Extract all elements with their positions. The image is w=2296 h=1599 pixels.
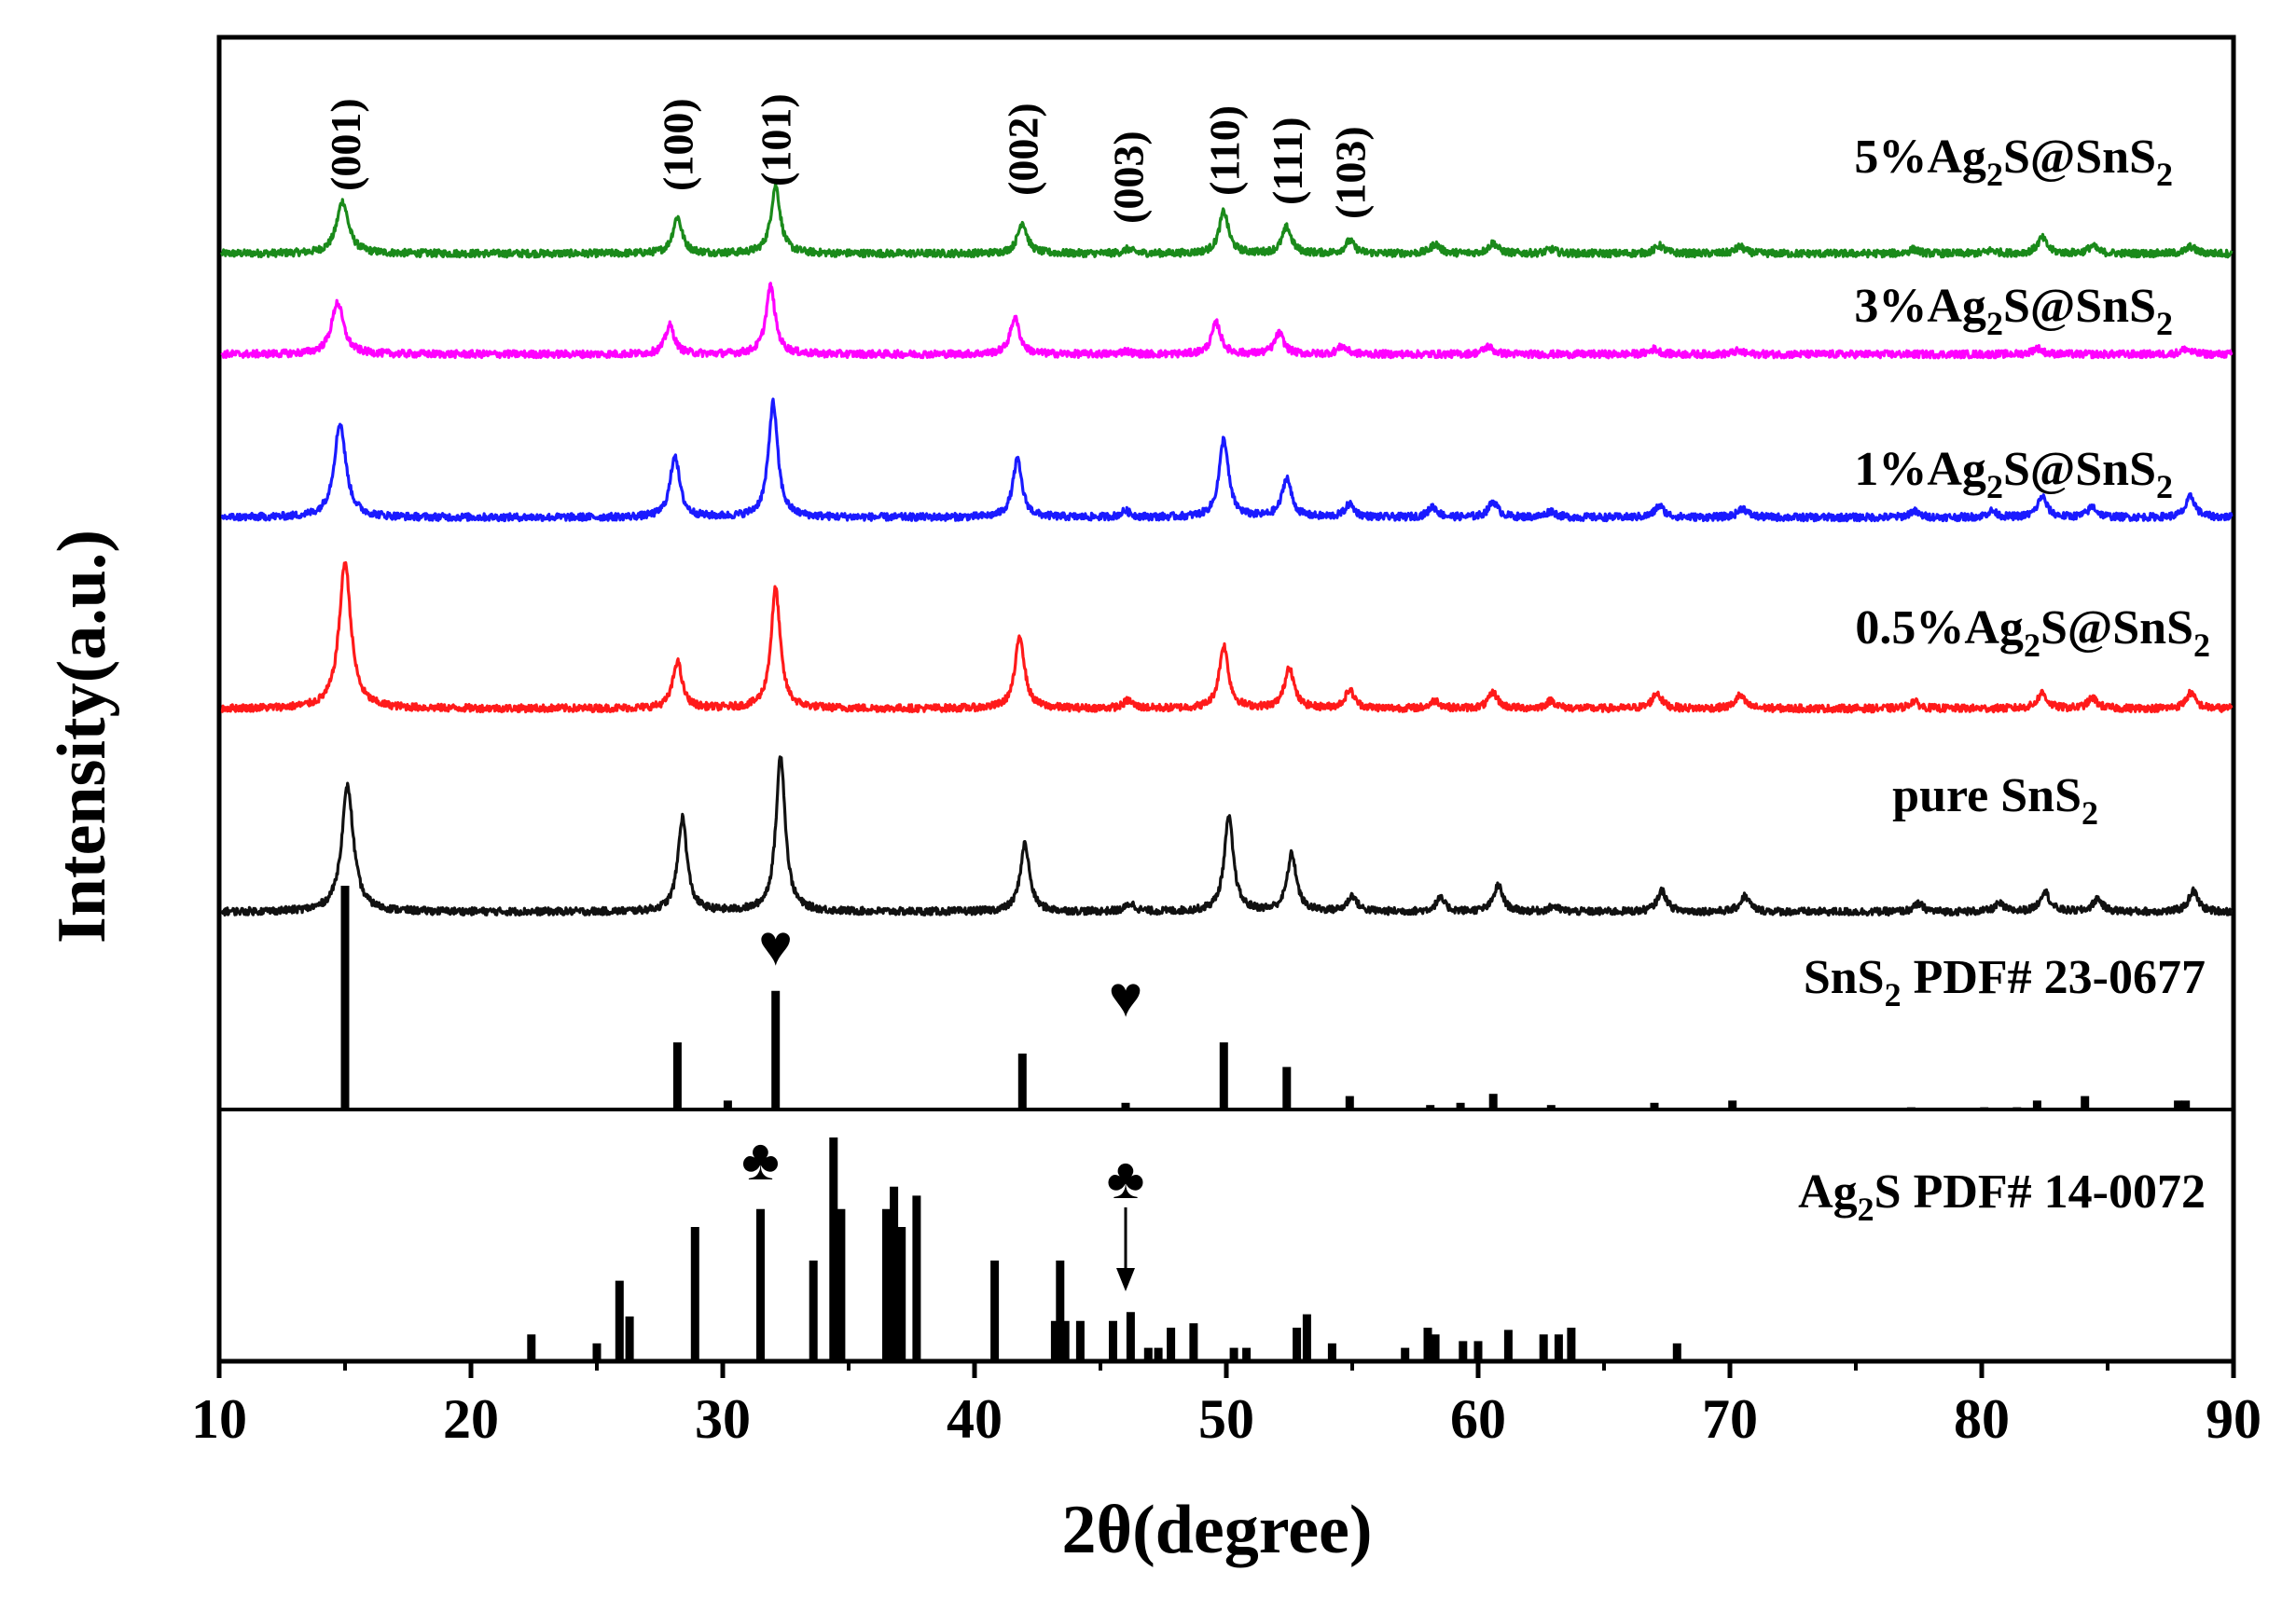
club-marker-icon: ♣	[741, 1129, 780, 1192]
subscript-text: 2	[1986, 305, 2003, 342]
subscript-text: 2	[1885, 976, 1902, 1013]
series-label: 5%Ag2S@SnS2	[1854, 131, 2173, 193]
subscript-text: 2	[2082, 794, 2098, 832]
y-axis-title: Intensity(a.u.)	[44, 530, 120, 944]
hkl-label: (100)	[654, 98, 701, 191]
hkl-label: (103)	[1326, 126, 1374, 219]
x-tick-label: 70	[1702, 1388, 1758, 1450]
series-label: 1%Ag2S@SnS2	[1854, 443, 2173, 505]
label-text: S@SnS	[2040, 601, 2193, 655]
series-line	[220, 182, 2234, 259]
heart-marker-icon: ♥	[758, 915, 793, 978]
series-line	[220, 397, 2234, 523]
x-tick-label: 30	[695, 1388, 751, 1450]
x-tick-label: 20	[443, 1388, 499, 1450]
x-tick-label: 10	[191, 1388, 247, 1450]
hkl-label: (002)	[999, 103, 1046, 196]
label-text: 3%Ag	[1854, 280, 1986, 333]
label-text: 5%Ag	[1854, 131, 1986, 184]
annotation-arrowhead-icon	[1116, 1268, 1135, 1291]
label-text: pure SnS	[1892, 769, 2082, 822]
label-text: S@SnS	[2003, 280, 2156, 333]
hkl-label: (111)	[1264, 117, 1311, 205]
plot-frame	[216, 34, 2236, 1364]
x-axis-title: 2θ(degree)	[1061, 1492, 1372, 1568]
hkl-label: (110)	[1200, 105, 1248, 196]
label-text: 1%Ag	[1854, 443, 1986, 496]
label-text: S PDF# 14-0072	[1874, 1165, 2206, 1219]
axes-layer: 10 20 30 40 50 60 70 80 90	[191, 1361, 2261, 1450]
label-text: PDF# 23-0677	[1902, 951, 2206, 1004]
series-layer: 5%Ag2S@SnS23%Ag2S@SnS21%Ag2S@SnS20.5%Ag2…	[220, 93, 2234, 917]
series-label: 3%Ag2S@SnS2	[1854, 280, 2173, 342]
subscript-text: 2	[1986, 156, 2003, 193]
x-tick-label: 50	[1198, 1388, 1254, 1450]
label-text: 0.5%Ag	[1855, 601, 2024, 655]
label-text: Ag	[1798, 1165, 1858, 1219]
subscript-text: 2	[2156, 305, 2173, 342]
x-tick-label: 80	[1954, 1388, 2010, 1450]
hkl-label: (001)	[322, 98, 369, 191]
x-tick-label: 60	[1450, 1388, 1506, 1450]
reference-label: Ag2S PDF# 14-0072	[1798, 1165, 2206, 1228]
subscript-text: 2	[1986, 468, 2003, 505]
hkl-label: (003)	[1105, 131, 1153, 224]
label-text: SnS	[1804, 951, 1885, 1004]
reference-layer: SnS2 PDF# 23-0677♥♥Ag2S PDF# 14-0072♣ ♣	[340, 886, 2206, 1361]
subscript-text: 2	[2156, 468, 2173, 505]
series-line	[220, 560, 2234, 714]
club-marker-icon: ♣	[1107, 1148, 1145, 1211]
x-tick-label: 90	[2206, 1388, 2261, 1450]
reference-label: SnS2 PDF# 23-0677	[1804, 951, 2206, 1013]
subscript-text: 2	[2156, 156, 2173, 193]
subscript-text: 2	[2193, 627, 2210, 664]
hkl-label: (101)	[753, 93, 800, 186]
series-line	[220, 755, 2234, 917]
x-tick-label: 40	[947, 1388, 1003, 1450]
subscript-text: 2	[1858, 1191, 1874, 1228]
label-text: S@SnS	[2003, 443, 2156, 496]
series-label: 0.5%Ag2S@SnS2	[1855, 601, 2210, 664]
series-label: pure SnS2	[1892, 769, 2098, 832]
label-text: S@SnS	[2003, 131, 2156, 184]
series-line	[220, 282, 2234, 360]
plot-frames	[216, 34, 2236, 1364]
subscript-text: 2	[2024, 627, 2040, 664]
heart-marker-icon: ♥	[1109, 966, 1143, 1029]
